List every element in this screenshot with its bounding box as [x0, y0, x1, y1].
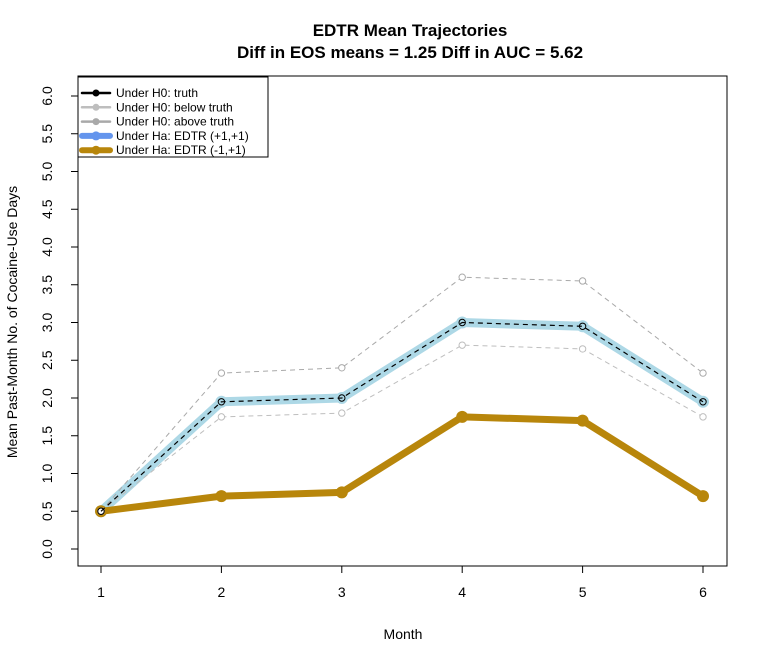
y-tick-label: 6.0 — [39, 86, 55, 106]
plot-area: 1 2 3 4 5 6 0.0 0.5 1.0 1.5 2.0 2.5 3.0 3.5 4.0 4.5 5.0 5… — [39, 75, 728, 600]
point-h0-below — [458, 341, 466, 349]
point-edtr-mp — [697, 490, 709, 503]
x-tick-label: 3 — [338, 584, 346, 600]
y-tick-label: 1.0 — [39, 464, 55, 484]
y-tick-label: 5.0 — [39, 162, 55, 182]
legend-box — [77, 76, 269, 158]
y-tick-label: 0.5 — [39, 501, 55, 521]
point-h0-below — [578, 345, 587, 353]
point-edtr-mp — [335, 486, 348, 499]
y-tick-label: 5.5 — [39, 124, 55, 144]
point-edtr-mp — [215, 490, 228, 503]
series-line-h0-truth — [100, 321, 704, 512]
x-tick-label: 1 — [97, 584, 105, 600]
y-tick-label: 1.5 — [39, 426, 55, 446]
point-h0-above — [699, 369, 707, 377]
legend-marker — [91, 145, 101, 155]
plot-frame — [77, 75, 728, 567]
point-h0-above — [458, 273, 466, 281]
legend-label: Under Ha: EDTR (+1,+1) — [116, 129, 249, 143]
point-h0-truth — [578, 322, 587, 330]
x-axis-label: Month — [384, 626, 423, 642]
x-tick-label: 4 — [458, 584, 466, 600]
legend-marker — [92, 103, 100, 111]
point-edtr-mp — [456, 410, 469, 423]
y-tick-label: 3.5 — [39, 275, 55, 295]
point-h0-truth — [458, 318, 466, 327]
y-axis-label: Mean Past-Month No. of Cocaine-Use Days — [4, 186, 20, 458]
y-tick-label: 3.0 — [39, 313, 55, 333]
point-h0-below — [338, 409, 346, 417]
legend-marker — [91, 131, 101, 141]
x-tick-label: 6 — [699, 584, 707, 600]
point-h0-above — [217, 369, 226, 377]
point-h0-above — [578, 277, 587, 285]
point-h0-truth — [338, 394, 346, 402]
y-tick-label: 4.0 — [39, 237, 55, 257]
series-line-edtr-mp — [97, 413, 707, 515]
legend-marker — [92, 89, 100, 97]
legend-label: Under Ha: EDTR (-1,+1) — [116, 143, 246, 157]
legend-label: Under H0: truth — [116, 86, 198, 100]
chart-subtitle: Diff in EOS means = 1.25 Diff in AUC = 5… — [237, 43, 583, 62]
point-edtr-mp — [576, 414, 589, 427]
y-tick-label: 2.5 — [39, 350, 55, 370]
series-line-h0-above — [100, 276, 704, 512]
legend-label: Under H0: below truth — [116, 100, 233, 114]
y-tick-label: 4.5 — [39, 199, 55, 219]
chart-title: EDTR Mean Trajectories — [313, 21, 508, 40]
x-tick-label: 5 — [579, 584, 587, 600]
x-tick-label: 2 — [218, 584, 226, 600]
point-h0-truth — [699, 398, 707, 406]
point-h0-below — [217, 413, 226, 421]
series-line-edtr-pp — [96, 318, 708, 516]
point-edtr-pp — [576, 320, 589, 333]
point-h0-truth — [217, 398, 226, 406]
legend-marker — [92, 118, 100, 126]
y-tick-label: 2.0 — [39, 388, 55, 408]
point-h0-truth — [97, 507, 105, 515]
point-h0-above — [338, 364, 346, 372]
point-h0-below — [699, 413, 707, 421]
y-tick-label: 0.0 — [39, 539, 55, 559]
series-line-h0-below — [100, 344, 704, 512]
legend-label: Under H0: above truth — [116, 115, 234, 129]
